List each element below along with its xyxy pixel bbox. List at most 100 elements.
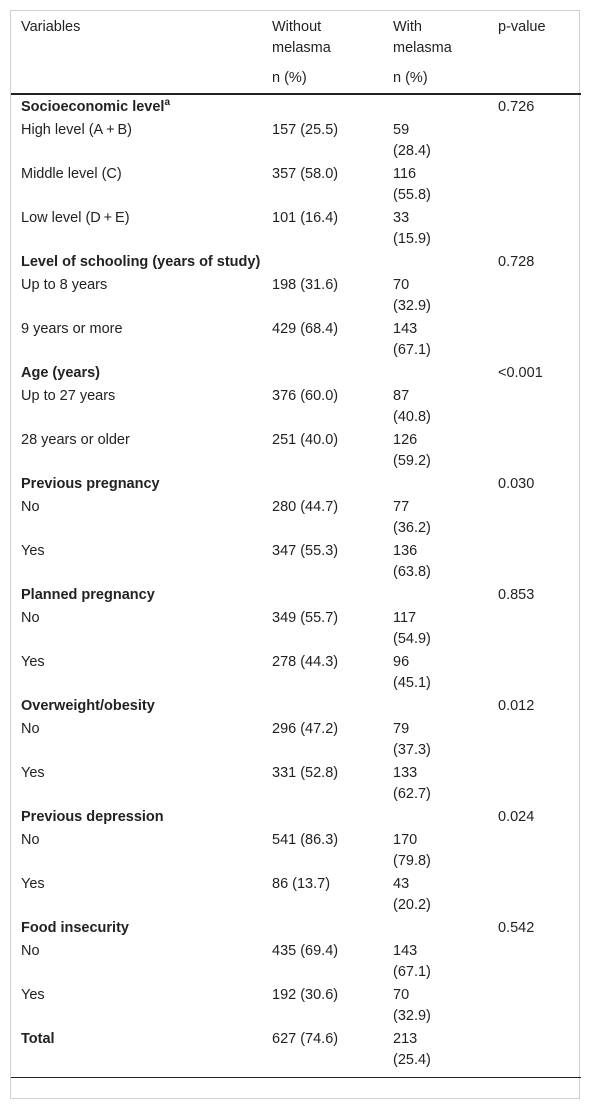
row-label: Total bbox=[11, 1028, 262, 1078]
p-value: 0.030 bbox=[498, 476, 535, 492]
cell-text: 136 (63.8) bbox=[393, 543, 431, 580]
table-frame: Variables Without melasma With melasma p… bbox=[10, 10, 581, 1099]
subheader-cell: n (%) bbox=[383, 60, 488, 95]
group-title: Overweight/obesity bbox=[21, 698, 155, 714]
cell-empty bbox=[383, 94, 488, 119]
cell-with: 96 (45.1) bbox=[383, 651, 488, 695]
cell-empty bbox=[262, 362, 383, 385]
data-row: 28 years or older 251 (40.0) 126 (59.2) bbox=[11, 429, 581, 473]
cell-empty bbox=[383, 584, 488, 607]
p-value: 0.542 bbox=[498, 920, 535, 936]
data-row: No 296 (47.2) 79 (37.3) bbox=[11, 718, 581, 762]
cell-text: 59 (28.4) bbox=[393, 122, 431, 159]
cell-empty bbox=[262, 94, 383, 119]
cell-empty bbox=[488, 940, 581, 984]
group-label: Overweight/obesity bbox=[11, 695, 262, 718]
cell-empty bbox=[488, 984, 581, 1028]
row-label: 9 years or more bbox=[21, 321, 123, 337]
cell-text: 170 (79.8) bbox=[393, 832, 431, 869]
row-label: High level (A + B) bbox=[21, 122, 132, 138]
p-value: 0.853 bbox=[498, 587, 535, 603]
header-text: Without melasma bbox=[272, 19, 331, 56]
row-label: Middle level (C) bbox=[21, 166, 122, 182]
cell-without: 192 (30.6) bbox=[272, 987, 339, 1003]
cell-text: 43 (20.2) bbox=[393, 876, 431, 913]
header-cell: Without melasma bbox=[262, 11, 383, 60]
data-row: Low level (D + E) 101 (16.4) 33 (15.9) bbox=[11, 207, 581, 251]
subheader-row: n (%) n (%) bbox=[11, 60, 581, 95]
cell-empty bbox=[383, 473, 488, 496]
cell-without: 251 (40.0) bbox=[272, 432, 339, 448]
header-cell: p-value bbox=[498, 19, 546, 35]
cell-with: 116 (55.8) bbox=[383, 163, 488, 207]
group-title: Food insecurity bbox=[21, 920, 129, 936]
data-row: Up to 8 years 198 (31.6) 70 (32.9) bbox=[11, 274, 581, 318]
row-label: No bbox=[21, 943, 40, 959]
cell-with: 117 (54.9) bbox=[383, 607, 488, 651]
cell-empty bbox=[488, 163, 581, 207]
group-row: Previous depression 0.024 bbox=[11, 806, 581, 829]
group-label: Socioeconomic levela bbox=[11, 94, 262, 119]
cell-empty bbox=[383, 917, 488, 940]
cell-empty bbox=[262, 251, 383, 274]
cell-with: 170 (79.8) bbox=[383, 829, 488, 873]
cell-text: 213 (25.4) bbox=[393, 1031, 431, 1068]
cell-empty bbox=[488, 829, 581, 873]
group-row: Level of schooling (years of study) 0.728 bbox=[11, 251, 581, 274]
row-label: Up to 8 years bbox=[21, 277, 108, 293]
p-value: 0.012 bbox=[498, 698, 535, 714]
cell-with: 33 (15.9) bbox=[383, 207, 488, 251]
cell-with: 87 (40.8) bbox=[383, 385, 488, 429]
cell-text: 96 (45.1) bbox=[393, 654, 431, 691]
cell-without: 296 (47.2) bbox=[272, 721, 339, 737]
data-row: Yes 192 (30.6) 70 (32.9) bbox=[11, 984, 581, 1028]
cell-without: 86 (13.7) bbox=[272, 876, 331, 892]
cell-empty bbox=[488, 119, 581, 163]
data-row: Yes 331 (52.8) 133 (62.7) bbox=[11, 762, 581, 806]
cell-text: 143 (67.1) bbox=[393, 943, 431, 980]
data-row: No 280 (44.7) 77 (36.2) bbox=[11, 496, 581, 540]
row-label: No bbox=[21, 610, 40, 626]
group-label: Previous depression bbox=[11, 806, 262, 829]
cell-with: 43 (20.2) bbox=[383, 873, 488, 917]
header-text: With melasma bbox=[393, 19, 452, 56]
row-label: Yes bbox=[21, 543, 45, 559]
cell-text: 77 (36.2) bbox=[393, 499, 431, 536]
header-row: Variables Without melasma With melasma p… bbox=[11, 11, 581, 60]
cell-empty bbox=[383, 806, 488, 829]
data-row: Middle level (C) 357 (58.0) 116 (55.8) bbox=[11, 163, 581, 207]
data-row: Yes 347 (55.3) 136 (63.8) bbox=[11, 540, 581, 584]
p-value: 0.728 bbox=[498, 254, 535, 270]
cell-with: 77 (36.2) bbox=[383, 496, 488, 540]
row-label: 28 years or older bbox=[21, 432, 130, 448]
group-title: Previous depression bbox=[21, 809, 164, 825]
group-row: Previous pregnancy 0.030 bbox=[11, 473, 581, 496]
cell-empty bbox=[488, 1028, 581, 1078]
cell-without: 157 (25.5) bbox=[272, 122, 339, 138]
data-row: No 435 (69.4) 143 (67.1) bbox=[11, 940, 581, 984]
cell-text: 117 (54.9) bbox=[393, 610, 431, 647]
cell-without: 435 (69.4) bbox=[272, 943, 339, 959]
group-row: Food insecurity 0.542 bbox=[11, 917, 581, 940]
group-label: Previous pregnancy bbox=[11, 473, 262, 496]
header-cell: Variables bbox=[21, 19, 81, 35]
cell-without: 278 (44.3) bbox=[272, 654, 339, 670]
cell-empty bbox=[488, 207, 581, 251]
data-row: High level (A + B) 157 (25.5) 59 (28.4) bbox=[11, 119, 581, 163]
cell-without: 280 (44.7) bbox=[272, 499, 339, 515]
cell-empty bbox=[488, 385, 581, 429]
data-row: 9 years or more 429 (68.4) 143 (67.1) bbox=[11, 318, 581, 362]
cell-text: 143 (67.1) bbox=[393, 321, 431, 358]
cell-empty bbox=[488, 607, 581, 651]
cell-empty bbox=[262, 806, 383, 829]
header-cell bbox=[488, 60, 581, 95]
cell-without: 347 (55.3) bbox=[272, 543, 339, 559]
cell-text: 133 (62.7) bbox=[393, 765, 431, 802]
cell-without: 331 (52.8) bbox=[272, 765, 339, 781]
cell-empty bbox=[383, 362, 488, 385]
cell-text: 70 (32.9) bbox=[393, 987, 431, 1024]
group-label: Age (years) bbox=[11, 362, 262, 385]
row-label: No bbox=[21, 832, 40, 848]
data-row: No 349 (55.7) 117 (54.9) bbox=[11, 607, 581, 651]
